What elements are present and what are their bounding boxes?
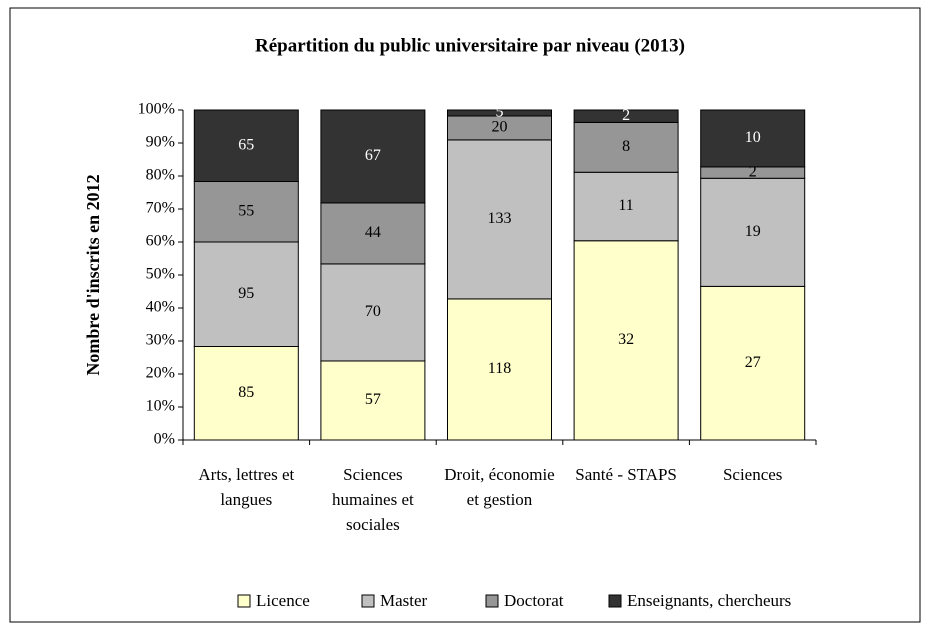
bar-segment: [573, 121, 679, 173]
x-tick-label: Sciences: [722, 465, 783, 484]
data-label: 44: [365, 224, 381, 241]
bar-segment: [320, 202, 426, 265]
bar-segment: [193, 241, 299, 347]
data-label: 85: [238, 384, 254, 401]
y-tick-label: 50%: [146, 266, 175, 283]
bar-segment: [193, 109, 299, 182]
legend-label: Master: [380, 591, 428, 610]
y-tick-label: 0%: [154, 431, 175, 448]
bar-segment: [700, 285, 806, 441]
x-tick-label: Droit, économie et gestion: [444, 465, 555, 509]
data-label: 10: [745, 129, 761, 146]
data-label: 19: [745, 223, 761, 240]
bar-segment: [320, 263, 426, 362]
data-label: 133: [488, 210, 512, 227]
bar-segment: [700, 109, 806, 168]
bar-segment: [193, 346, 299, 441]
data-label: 65: [238, 136, 254, 153]
bar-segment: [447, 109, 552, 117]
bar-segment: [320, 360, 426, 441]
y-tick-label: 60%: [146, 233, 175, 250]
data-label: 20: [492, 119, 508, 136]
bar-segment: [193, 181, 299, 243]
data-label: 95: [238, 285, 254, 302]
legend-swatch: [608, 594, 622, 608]
bar-segment: [447, 298, 552, 441]
x-tick-label: Arts, lettres et langues: [198, 465, 295, 509]
data-label: 2: [622, 107, 630, 124]
y-tick-label: 90%: [146, 134, 175, 151]
legend-label: Doctorat: [504, 591, 564, 610]
data-label: 27: [745, 354, 761, 371]
chart-title: Répartition du public universitaire par …: [255, 35, 685, 56]
data-label: 57: [365, 391, 381, 408]
x-tick-label: Santé - STAPS: [575, 465, 677, 484]
y-tick-label: 20%: [146, 365, 175, 382]
legend-swatch: [485, 594, 499, 608]
x-tick-label: Sciences humaines et sociales: [332, 465, 414, 534]
data-label: 5: [496, 104, 504, 121]
bar-segment: [573, 109, 679, 123]
data-label: 118: [488, 360, 511, 377]
bar-segment: [573, 240, 679, 441]
data-label: 70: [365, 303, 381, 320]
data-label: 67: [365, 147, 381, 164]
bar-segment: [700, 177, 806, 287]
data-label: 11: [618, 197, 633, 214]
legend-swatch: [361, 594, 375, 608]
y-tick-label: 80%: [146, 167, 175, 184]
data-label: 32: [618, 331, 634, 348]
legend-label: Enseignants, chercheurs: [627, 591, 792, 610]
data-label: 2: [749, 163, 757, 180]
legend-label: Licence: [256, 591, 310, 610]
legend-swatch: [237, 594, 251, 608]
data-label: 55: [238, 202, 254, 219]
bar-segment: [447, 139, 552, 300]
y-tick-label: 30%: [146, 332, 175, 349]
y-tick-label: 70%: [146, 200, 175, 217]
y-axis-label: Nombre d'inscrits en 2012: [83, 174, 103, 375]
y-tick-label: 10%: [146, 398, 175, 415]
bar-segment: [573, 171, 679, 242]
bar-segment: [320, 109, 426, 204]
y-tick-label: 100%: [138, 101, 175, 118]
data-label: 8: [622, 138, 630, 155]
y-tick-label: 40%: [146, 299, 175, 316]
